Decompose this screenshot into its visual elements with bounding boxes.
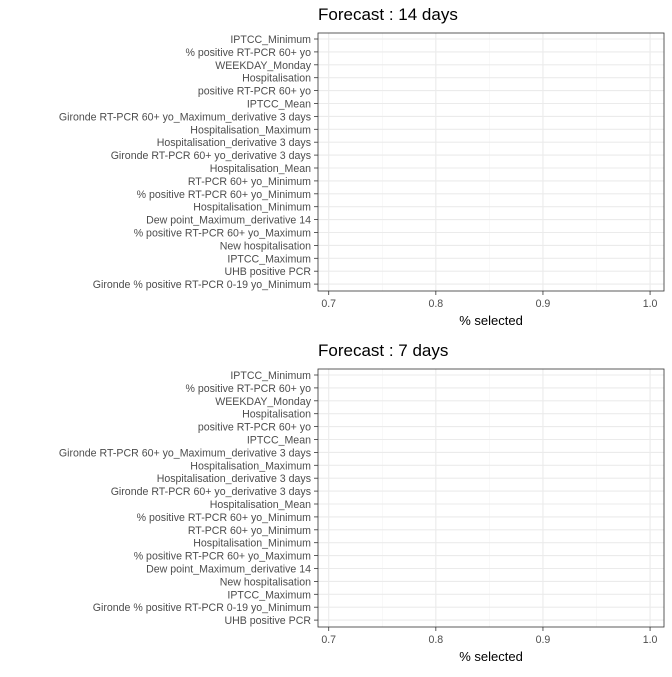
y-tick-label: Hospitalisation_Minimum [193,202,311,214]
panel-forecast-7-days: Forecast : 7 days IPTCC_Minimum% positiv… [59,341,665,664]
y-tick-label: Hospitalisation_derivative 3 days [157,473,311,485]
y-tick-label: IPTCC_Mean [247,435,311,447]
y-tick-label: Hospitalisation_Maximum [190,124,311,136]
y-axis: IPTCC_Minimum% positive RT-PCR 60+ yoWEE… [59,370,318,627]
x-axis-label: % selected [459,313,523,328]
gridlines [318,369,664,627]
y-tick-label: New hospitalisation [220,576,311,588]
y-tick-label: WEEKDAY_Monday [215,396,311,408]
x-axis-label: % selected [459,649,523,664]
y-tick-label: IPTCC_Mean [247,99,311,111]
y-tick-label: % positive RT-PCR 60+ yo [185,383,311,395]
panel-forecast-14-days: Forecast : 14 days IPTCC_Minimum% positi… [59,5,665,328]
y-tick-label: IPTCC_Maximum [227,253,311,265]
x-tick-label: 0.7 [321,634,336,646]
y-tick-label: IPTCC_Maximum [227,589,311,601]
y-tick-label: RT-PCR 60+ yo_Minimum [188,525,311,537]
y-tick-label: % positive RT-PCR 60+ yo_Minimum [137,512,312,524]
y-tick-label: Gironde RT-PCR 60+ yo_derivative 3 days [111,486,311,498]
y-axis: IPTCC_Minimum% positive RT-PCR 60+ yoWEE… [59,34,318,291]
x-tick-label: 1.0 [643,298,658,310]
plot-background [318,369,664,627]
y-tick-label: Hospitalisation [242,409,311,421]
y-tick-label: WEEKDAY_Monday [215,60,311,72]
x-tick-label: 0.8 [428,298,443,310]
y-tick-label: Gironde % positive RT-PCR 0-19 yo_Minimu… [93,279,311,291]
plot-border [317,32,665,292]
y-tick-label: Hospitalisation_Minimum [193,538,311,550]
panel-title: Forecast : 7 days [318,341,448,360]
panel-title: Forecast : 14 days [318,5,458,24]
y-tick-label: Gironde RT-PCR 60+ yo_derivative 3 days [111,150,311,162]
y-tick-label: New hospitalisation [220,240,311,252]
y-tick-label: Gironde RT-PCR 60+ yo_Maximum_derivative… [59,447,311,459]
x-axis: 0.7 0.8 0.9 1.0 [321,627,658,646]
y-tick-label: UHB positive PCR [224,615,311,627]
y-tick-label: IPTCC_Minimum [230,34,311,46]
y-tick-label: Dew point_Maximum_derivative 14 [146,564,311,576]
y-tick-label: positive RT-PCR 60+ yo [198,86,311,98]
plot-background [318,33,664,291]
y-tick-label: Gironde % positive RT-PCR 0-19 yo_Minimu… [93,602,311,614]
plot-border [317,368,665,628]
y-tick-label: Dew point_Maximum_derivative 14 [146,215,311,227]
y-tick-label: Gironde RT-PCR 60+ yo_Maximum_derivative… [59,111,311,123]
y-tick-label: Hospitalisation_Maximum [190,460,311,472]
y-tick-label: % positive RT-PCR 60+ yo [185,47,311,59]
y-tick-label: Hospitalisation [242,73,311,85]
x-tick-label: 0.9 [536,298,551,310]
y-tick-label: Hospitalisation_derivative 3 days [157,137,311,149]
x-tick-label: 0.7 [321,298,336,310]
x-tick-label: 0.9 [536,634,551,646]
y-tick-label: RT-PCR 60+ yo_Minimum [188,176,311,188]
y-tick-label: positive RT-PCR 60+ yo [198,422,311,434]
y-tick-label: % positive RT-PCR 60+ yo_Maximum [134,551,311,563]
y-tick-label: Hospitalisation_Mean [210,499,311,511]
gridlines [318,33,664,291]
y-tick-label: IPTCC_Minimum [230,370,311,382]
x-axis: 0.7 0.8 0.9 1.0 [321,291,658,310]
y-tick-label: % positive RT-PCR 60+ yo_Maximum [134,228,311,240]
y-tick-label: UHB positive PCR [224,266,311,278]
y-tick-label: % positive RT-PCR 60+ yo_Minimum [137,189,312,201]
y-tick-label: Hospitalisation_Mean [210,163,311,175]
x-tick-label: 1.0 [643,634,658,646]
x-tick-label: 0.8 [428,634,443,646]
